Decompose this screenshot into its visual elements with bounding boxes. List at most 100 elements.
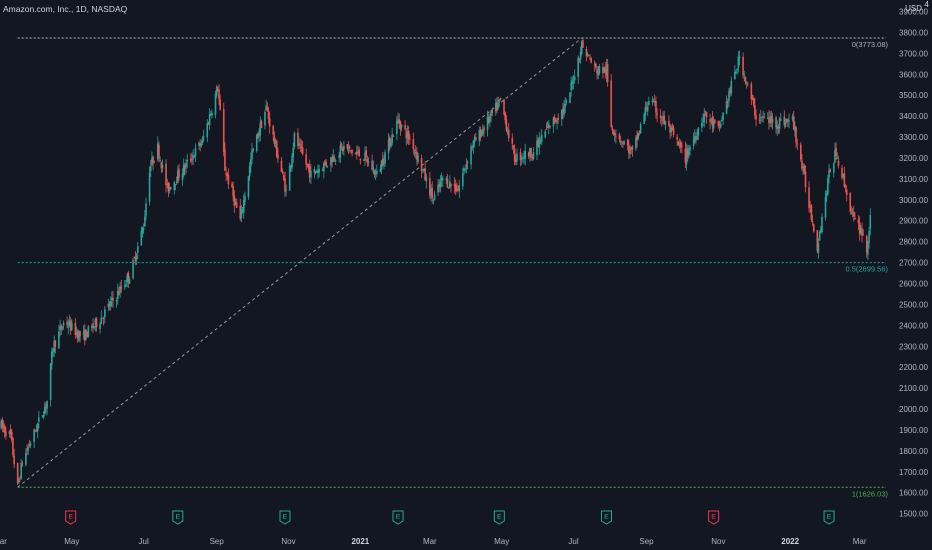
candle-body bbox=[421, 169, 424, 171]
candle-body bbox=[76, 330, 79, 339]
candle-body bbox=[412, 139, 415, 150]
candle-body bbox=[397, 119, 399, 123]
candle-body bbox=[25, 452, 27, 465]
candle-body bbox=[590, 58, 592, 63]
candle-body bbox=[297, 132, 299, 147]
candle-body bbox=[314, 171, 317, 173]
candle-body bbox=[219, 99, 222, 110]
candle-body bbox=[384, 152, 386, 164]
candle-body bbox=[725, 100, 728, 114]
candle-body bbox=[338, 155, 340, 158]
candle-body bbox=[577, 57, 580, 77]
candle-body bbox=[837, 160, 840, 166]
candle-body bbox=[611, 127, 614, 131]
candle-body bbox=[115, 300, 118, 302]
candle-body bbox=[560, 110, 563, 120]
candle-body bbox=[527, 152, 530, 157]
candle-body bbox=[726, 101, 729, 103]
candle-body bbox=[585, 49, 588, 57]
candle-body bbox=[396, 120, 398, 134]
candle-body bbox=[91, 325, 93, 329]
candle-body bbox=[637, 132, 640, 139]
candle-body bbox=[277, 154, 279, 159]
candle-body bbox=[227, 174, 230, 185]
candle-body bbox=[463, 168, 465, 172]
y-tick-label: 3900.00 bbox=[899, 8, 928, 17]
candle-body bbox=[357, 151, 359, 153]
y-tick-label: 3500.00 bbox=[899, 91, 928, 100]
candle-body bbox=[513, 148, 516, 162]
candle-body bbox=[185, 162, 187, 168]
candle-body bbox=[68, 321, 71, 326]
candle-body bbox=[794, 127, 796, 132]
candle-body bbox=[383, 161, 385, 165]
candle-body bbox=[120, 286, 123, 289]
candle-body bbox=[33, 429, 35, 442]
candle-body bbox=[506, 131, 509, 133]
candle-body bbox=[497, 103, 499, 109]
candle-body bbox=[737, 56, 740, 68]
candle-body bbox=[849, 192, 852, 212]
candle-body bbox=[207, 122, 210, 125]
candle-body bbox=[250, 159, 252, 166]
candle-body bbox=[198, 142, 200, 146]
earnings-marker-label: E bbox=[604, 514, 609, 521]
candle-body bbox=[865, 235, 868, 253]
candle-body bbox=[505, 119, 508, 131]
candle-body bbox=[573, 76, 576, 81]
candle-body bbox=[571, 80, 574, 84]
candle-body bbox=[206, 123, 209, 138]
candle-body bbox=[498, 99, 501, 102]
candle-body bbox=[578, 58, 581, 60]
candle-body bbox=[783, 116, 786, 125]
candle-body bbox=[512, 145, 515, 148]
candle-body bbox=[36, 423, 39, 432]
candle-body bbox=[78, 331, 80, 341]
candle-body bbox=[564, 103, 567, 107]
candle-body bbox=[755, 115, 757, 120]
candle-body bbox=[669, 125, 671, 133]
earnings-marker-icon bbox=[708, 510, 720, 525]
x-tick-label: Mar bbox=[853, 537, 867, 546]
candle-body bbox=[738, 56, 741, 59]
candle-body bbox=[447, 187, 450, 189]
earnings-marker-label: E bbox=[175, 514, 180, 521]
candle-body bbox=[523, 157, 525, 158]
candle-body bbox=[545, 129, 548, 130]
earnings-marker-icon bbox=[493, 510, 505, 525]
candle-body bbox=[168, 187, 171, 191]
currency-label[interactable]: USD bbox=[905, 4, 922, 13]
candle-body bbox=[29, 443, 32, 446]
candle-body bbox=[431, 187, 433, 199]
candle-body bbox=[582, 40, 584, 48]
candle-body bbox=[646, 106, 649, 112]
candle-body bbox=[520, 158, 523, 160]
earnings-marker-icon bbox=[172, 510, 184, 525]
candle-body bbox=[832, 163, 835, 173]
candle-body bbox=[768, 117, 770, 124]
candle-body bbox=[310, 170, 312, 178]
candle-body bbox=[300, 146, 303, 148]
candle-body bbox=[746, 83, 749, 85]
candle-body bbox=[796, 143, 799, 145]
candle-body bbox=[405, 131, 408, 139]
candle-body bbox=[801, 160, 803, 169]
candle-body bbox=[214, 93, 217, 116]
candle-body bbox=[828, 170, 830, 178]
candle-body bbox=[38, 417, 40, 422]
candle-body bbox=[111, 297, 113, 301]
candle-body bbox=[346, 144, 349, 149]
candle-body bbox=[284, 178, 286, 193]
candle-body bbox=[841, 167, 843, 178]
candle-body bbox=[152, 156, 154, 164]
candle-body bbox=[825, 193, 828, 197]
x-tick-label: May bbox=[494, 537, 509, 546]
candle-body bbox=[515, 160, 517, 163]
candle-body bbox=[499, 97, 502, 100]
candle-body bbox=[26, 450, 28, 452]
candle-body bbox=[536, 140, 538, 155]
candle-body bbox=[307, 163, 310, 169]
candle-body bbox=[413, 150, 416, 151]
earnings-marker-label: E bbox=[711, 514, 716, 521]
